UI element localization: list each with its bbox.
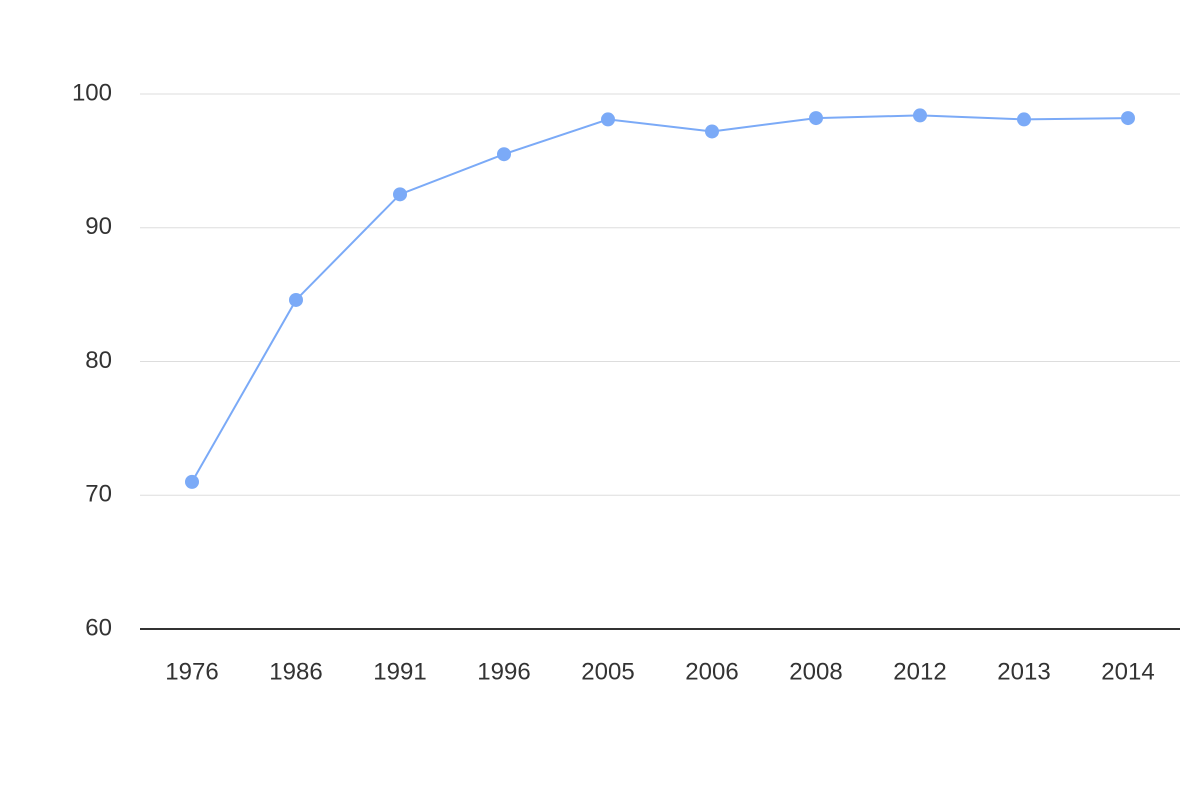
point — [809, 111, 823, 126]
point — [705, 124, 719, 139]
x-tick-label: 2005 — [581, 658, 634, 685]
point — [497, 147, 511, 162]
line — [191, 114, 1129, 483]
point — [1017, 112, 1031, 127]
y-tick-label: 80 — [85, 347, 112, 374]
x-tick-label: 1991 — [373, 658, 426, 685]
x-tick-label: 2006 — [685, 658, 738, 685]
point — [601, 112, 615, 127]
y-tick-label: 90 — [85, 213, 112, 240]
point — [185, 474, 199, 489]
point — [1121, 111, 1135, 126]
point — [913, 108, 927, 123]
x-tick-label: 2014 — [1101, 658, 1154, 685]
point — [289, 292, 303, 307]
x-tick-label: 1976 — [165, 658, 218, 685]
y-tick-label: 60 — [85, 614, 112, 641]
x-tick-label: 2008 — [789, 658, 842, 685]
x-tick-label: 2012 — [893, 658, 946, 685]
x-tick-label: 1996 — [477, 658, 530, 685]
point — [393, 187, 407, 202]
y-tick-label: 100 — [72, 79, 112, 106]
y-tick-label: 70 — [85, 481, 112, 508]
x-tick-label: 1986 — [269, 658, 322, 685]
x-tick-label: 2013 — [997, 658, 1050, 685]
